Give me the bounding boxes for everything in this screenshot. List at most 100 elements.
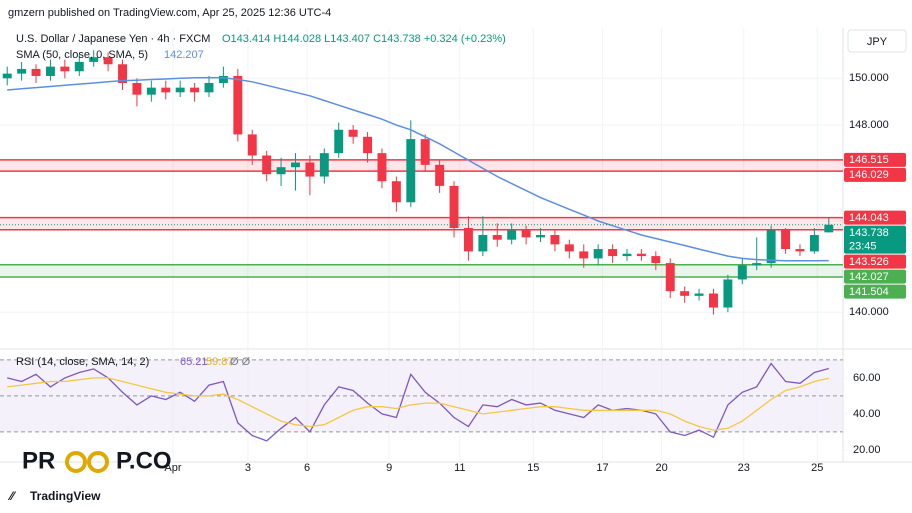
x-tick-label: 20 [655, 462, 667, 474]
price-label-bg [844, 269, 906, 284]
candle-body [579, 251, 589, 259]
footer: TradingView [30, 489, 101, 503]
price-label-bg [844, 225, 906, 254]
candle-body [161, 87, 171, 93]
rsi-line [7, 377, 829, 431]
candle-body [406, 139, 416, 203]
price-label: 141.504 [849, 286, 889, 298]
candle-body [363, 136, 373, 154]
candle-body [276, 167, 286, 175]
x-tick-label: 3 [245, 462, 251, 474]
candle-body [608, 249, 618, 257]
publisher: gmzern published on TradingView.com, Apr… [8, 7, 331, 19]
candle-body [175, 87, 185, 93]
candle-body [564, 244, 574, 252]
watermark-left: PR [22, 447, 55, 474]
y-tick-label: 20.00 [853, 444, 881, 456]
candle-body [752, 263, 762, 266]
candle-body [204, 82, 214, 93]
candle-body [636, 253, 646, 257]
candle-body [146, 87, 156, 95]
price-label-bg [844, 210, 906, 225]
candle-body [420, 139, 430, 165]
y-tick-label: 148.000 [849, 119, 889, 131]
candle-body [507, 230, 517, 240]
candle-body [132, 82, 142, 95]
candle-body [319, 153, 329, 177]
candle-body [247, 134, 257, 156]
price-timer: 23:45 [849, 241, 877, 253]
candle-body [17, 68, 27, 74]
y-tick-label: 60.00 [853, 372, 881, 384]
symbol-title: U.S. Dollar / Japanese Yen · 4h · FXCM [16, 33, 210, 45]
currency-box[interactable] [847, 29, 907, 53]
candle-body [262, 155, 272, 175]
candle-body [809, 235, 819, 252]
candle-body [680, 291, 690, 296]
x-tick-label: 17 [596, 462, 608, 474]
candle-body [651, 256, 661, 264]
currency[interactable]: JPY [867, 36, 888, 48]
candle-body [536, 235, 545, 238]
candle-body [45, 66, 55, 76]
candle-body [665, 263, 675, 292]
rsi-extra: Ø Ø [230, 356, 251, 368]
price-label-bg [844, 284, 906, 299]
price-label: 143.526 [849, 256, 889, 268]
candle-body [2, 73, 12, 79]
candle-body [550, 235, 560, 245]
zone [0, 264, 843, 278]
candle-body [723, 279, 733, 308]
watermark-right: P.CO [116, 447, 172, 474]
candle-body [824, 224, 834, 233]
candle-body [521, 230, 531, 238]
x-tick-label: Apr [164, 462, 181, 474]
candle-body [334, 129, 344, 154]
candle-body [291, 162, 300, 168]
candle-body [709, 293, 718, 308]
candle-body [74, 61, 84, 72]
watermark-icon [65, 451, 87, 473]
watermark-icon [87, 451, 109, 473]
rsi-line [7, 362, 829, 442]
zone [0, 217, 843, 230]
candle-body [190, 87, 200, 93]
candle-body [89, 57, 99, 62]
candle-body [435, 164, 445, 186]
candle-body [60, 66, 70, 72]
price-label: 142.027 [849, 271, 889, 283]
sma-legend: SMA (50, close, 0, SMA, 5) [16, 49, 148, 61]
price-label: 146.515 [849, 154, 889, 166]
y-tick-label: 140.000 [849, 306, 889, 318]
price-label: 146.029 [849, 169, 889, 181]
candle-body [449, 185, 459, 228]
x-tick-label: 15 [527, 462, 539, 474]
candle-body [31, 68, 41, 76]
candle-body [694, 293, 704, 296]
candle-body [348, 129, 358, 137]
rsi-title: RSI (14, close, SMA, 14, 2) [16, 356, 149, 368]
y-tick-label: 150.000 [849, 72, 889, 84]
candle-body [622, 253, 632, 257]
candle-body [781, 230, 791, 250]
candle-body [103, 57, 113, 65]
rsi-value: 65.21 [180, 356, 208, 368]
candle-body [391, 181, 401, 203]
candle-body [766, 230, 776, 264]
candle-body [737, 265, 747, 280]
candle-body [218, 75, 228, 83]
sma-value: 142.207 [164, 49, 204, 61]
price-label-bg [844, 167, 906, 182]
candle-body [233, 75, 243, 135]
x-tick-label: 25 [811, 462, 823, 474]
x-tick-label: 23 [738, 462, 750, 474]
candle-body [118, 64, 127, 83]
candle-body [795, 249, 805, 252]
x-tick-label: 9 [386, 462, 392, 474]
candle-body [305, 162, 315, 177]
candle-body [463, 228, 473, 252]
candle-body [377, 153, 387, 182]
sma-line [7, 76, 829, 262]
x-tick-label: 6 [304, 462, 310, 474]
